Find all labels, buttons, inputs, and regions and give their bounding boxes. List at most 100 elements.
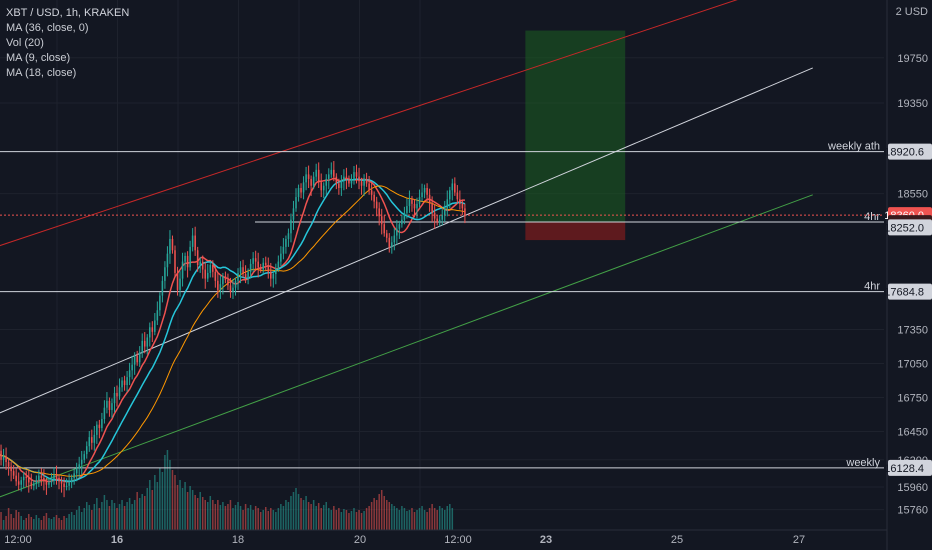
volume-bar — [264, 507, 267, 530]
indicator-ma18[interactable]: MA (18, close) — [6, 67, 77, 79]
volume-bar — [53, 517, 55, 530]
volume-bar — [345, 510, 348, 530]
volume-bar — [411, 508, 413, 530]
volume-bar — [348, 513, 350, 530]
volume-bar — [131, 504, 133, 530]
volume-bar — [86, 502, 88, 530]
symbol-title[interactable]: XBT / USD, 1h, KRAKEN — [6, 7, 130, 19]
candle-body — [126, 377, 128, 386]
indicator-ma36[interactable]: MA (36, close, 0) — [6, 22, 89, 34]
candle-body — [247, 271, 249, 279]
candle-body — [325, 178, 328, 186]
volume-bar — [322, 505, 325, 530]
volume-bar — [136, 492, 138, 530]
time-tick-label: 16 — [111, 534, 123, 546]
candle-body — [138, 352, 141, 363]
candle-body — [441, 215, 444, 220]
volume-bar — [209, 496, 212, 530]
volume-bar — [396, 508, 398, 530]
candle-body — [423, 187, 426, 193]
candle-body — [43, 477, 45, 482]
candle-body — [159, 295, 161, 311]
volume-bar — [73, 515, 75, 530]
candle-body — [131, 364, 133, 371]
indicator-volume[interactable]: Vol (20) — [6, 37, 44, 49]
volume-bar — [368, 506, 370, 530]
candle-body — [275, 268, 277, 275]
volume-bar — [426, 512, 428, 530]
horizontal-levels: weekly ath 4hr 4hr weekly — [0, 141, 884, 469]
price-tick-label: 15760 — [897, 505, 928, 517]
volume-bar — [126, 502, 128, 530]
volume-bar — [320, 508, 322, 530]
price-label: 17684.8 — [884, 287, 924, 299]
candles — [0, 161, 466, 498]
volume-bar — [343, 509, 345, 530]
candle-body — [443, 208, 446, 216]
volume-bar — [257, 508, 259, 530]
volume-bar — [48, 518, 50, 530]
price-tick-label: 17350 — [897, 325, 928, 337]
candle-body — [398, 224, 401, 229]
candle-body — [186, 255, 189, 268]
candle-body — [270, 271, 272, 279]
volume-bar — [25, 518, 28, 530]
volume-bar — [189, 486, 191, 530]
volume-bar — [111, 500, 113, 530]
candle-body — [358, 176, 360, 182]
candle-body — [411, 199, 413, 204]
candle-body — [280, 253, 282, 262]
volume-bar — [128, 498, 131, 530]
candle-body — [133, 355, 136, 365]
candle-body — [305, 174, 307, 183]
volume-bar — [259, 512, 262, 530]
time-axis[interactable]: 12:00 16 18 20 12:00 23 25 27 — [0, 529, 887, 546]
candle-body — [368, 183, 370, 191]
price-label: 16128.4 — [884, 463, 924, 475]
volume-bar — [2, 520, 5, 530]
candle-body — [254, 258, 257, 262]
candle-body — [194, 235, 196, 251]
price-axis[interactable]: 2 USD 19750 19350 18550 17350 17050 16750 16450… — [884, 0, 932, 550]
candle-body — [277, 261, 280, 269]
candle-body — [201, 261, 204, 270]
candle-body — [189, 246, 191, 268]
candle-body — [408, 199, 411, 207]
chart-legend: XBT / USD, 1h, KRAKEN MA (36, close, 0) … — [6, 6, 129, 81]
volume-bar — [282, 506, 285, 530]
volume-bar — [5, 516, 7, 530]
volume-bar — [108, 506, 111, 530]
volume-bar — [65, 518, 68, 530]
candle-body — [401, 219, 403, 225]
candle-body — [65, 485, 68, 487]
candle-body — [108, 400, 111, 410]
volume-bar — [75, 510, 78, 530]
candle-body — [50, 479, 53, 483]
level-label: weekly — [845, 457, 880, 469]
volume-bar — [413, 512, 416, 530]
volume-bar — [22, 520, 25, 530]
volume-bar — [272, 510, 275, 530]
volume-bar — [143, 496, 146, 530]
candle-body — [35, 480, 38, 484]
candle-body — [360, 181, 363, 186]
volume-bar — [113, 503, 116, 530]
volume-bar — [68, 514, 70, 530]
candle-body — [174, 250, 176, 273]
candle-body — [75, 468, 78, 474]
volume-bar — [179, 480, 181, 530]
volume-bar — [154, 475, 156, 530]
candle-body — [383, 224, 386, 234]
candle-body — [421, 192, 423, 198]
volume-bar — [191, 490, 194, 530]
level-label: weekly ath — [827, 141, 880, 153]
volume-bar — [363, 511, 365, 530]
price-tick-label: 19750 — [897, 53, 928, 65]
candle-body — [123, 380, 126, 386]
candle-body — [385, 233, 388, 238]
volume-bar — [239, 506, 242, 530]
indicator-ma9[interactable]: MA (9, close) — [6, 52, 71, 64]
volume-bar — [181, 488, 184, 530]
candle-body — [227, 279, 229, 286]
